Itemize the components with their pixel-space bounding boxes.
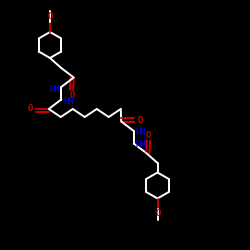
Text: O: O xyxy=(48,12,54,21)
Text: O: O xyxy=(145,130,151,140)
Text: O: O xyxy=(156,210,161,218)
Text: HN: HN xyxy=(64,97,74,106)
Text: NH: NH xyxy=(136,140,146,149)
Text: O: O xyxy=(70,91,75,100)
Text: HN: HN xyxy=(136,128,146,137)
Text: O: O xyxy=(27,104,33,113)
Text: HN: HN xyxy=(49,84,60,94)
Text: O: O xyxy=(137,116,143,125)
